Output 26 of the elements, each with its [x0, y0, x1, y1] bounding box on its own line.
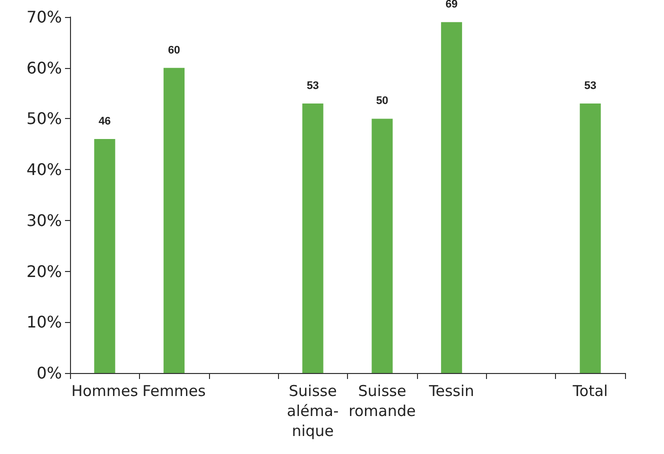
bar [302, 103, 324, 373]
y-tick-label: 40% [26, 160, 62, 180]
x-tick-label: Hommes [71, 382, 138, 400]
data-label: 53 [584, 80, 596, 92]
data-label: 46 [98, 116, 111, 128]
bar [372, 118, 393, 373]
data-label: 60 [168, 44, 180, 56]
bar [580, 103, 601, 373]
x-tick-label: Suisse aléma- nique [286, 382, 339, 440]
x-tick-label: Suisse romande [348, 382, 416, 420]
bar [164, 68, 185, 373]
data-label: 50 [376, 95, 388, 108]
y-tick-label: 70% [26, 8, 62, 26]
y-tick-label: 30% [26, 210, 62, 230]
y-tick-label: 10% [26, 312, 62, 332]
data-label: 69 [445, 0, 458, 11]
x-tick-label: Total [572, 382, 608, 400]
y-tick-label: 50% [26, 109, 62, 128]
y-tick-label: 60% [26, 58, 62, 78]
x-tick-label: Femmes [142, 382, 206, 400]
y-tick-label: 0% [36, 364, 62, 382]
bar [441, 22, 462, 373]
y-tick-label: 20% [26, 262, 62, 281]
x-tick-label: Tessin [428, 382, 474, 400]
data-label: 53 [306, 80, 319, 92]
bar [94, 139, 116, 373]
